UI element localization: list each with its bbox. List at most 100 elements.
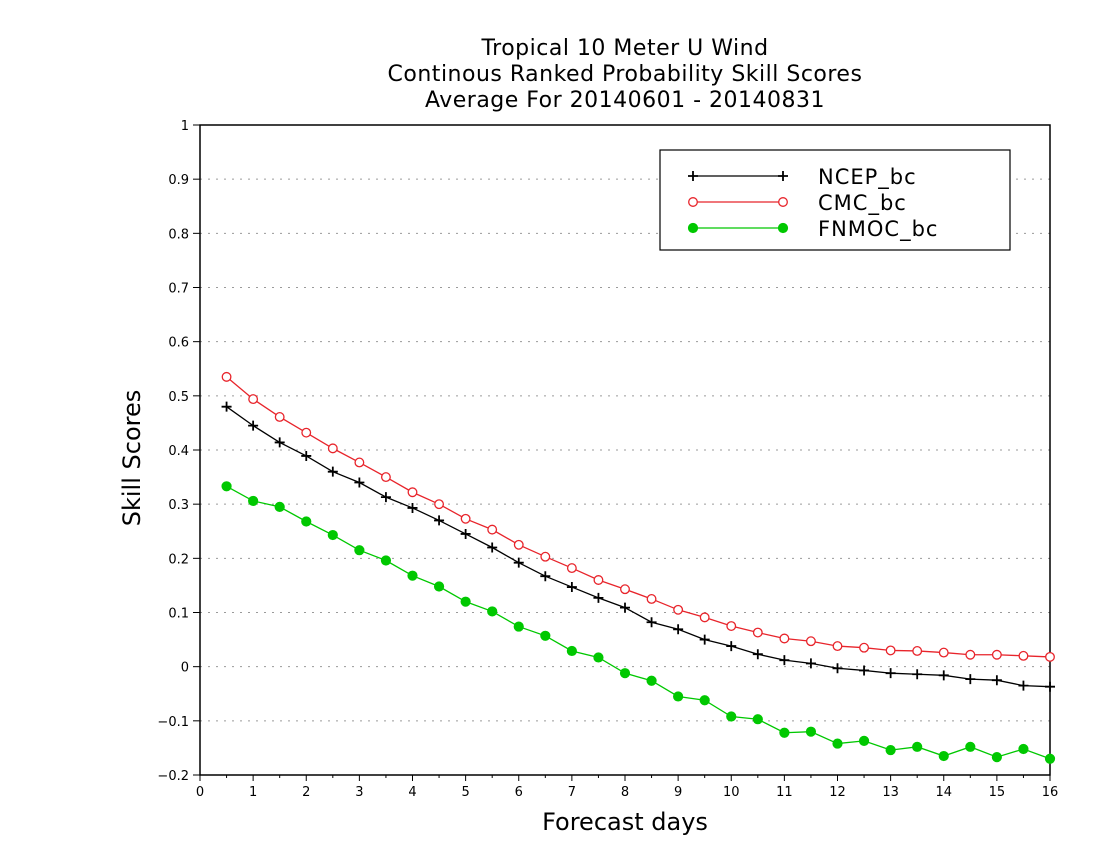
chart-title: Tropical 10 Meter U Wind xyxy=(481,36,769,61)
x-tick-label: 12 xyxy=(829,785,846,800)
cmc-bc-point xyxy=(885,645,896,656)
cmc-bc-point xyxy=(380,472,391,483)
cmc-bc-point xyxy=(434,499,445,510)
fnmoc-bc-point xyxy=(646,675,657,686)
fnmoc-bc-point xyxy=(912,741,923,752)
fnmoc-bc-point xyxy=(274,501,285,512)
ncep-bc-point xyxy=(248,420,259,431)
ncep-bc-point xyxy=(620,602,630,613)
fnmoc-bc-point xyxy=(673,691,684,702)
ncep-bc-point xyxy=(301,450,312,461)
legend-fnmoc-bc-point xyxy=(687,222,699,234)
y-tick-label: 0.3 xyxy=(168,498,189,513)
y-tick-label: 0.5 xyxy=(168,390,189,405)
x-tick-label: 1 xyxy=(249,785,257,800)
legend-ncep-bc-point xyxy=(688,171,698,181)
ncep-bc-point xyxy=(991,675,1002,686)
fnmoc-bc-point xyxy=(433,581,445,592)
ncep-bc-point xyxy=(1045,681,1055,692)
cmc-bc-point xyxy=(859,642,870,653)
cmc-bc-point xyxy=(274,412,285,422)
chart-subtitle-line-2: Average For 20140601 - 20140831 xyxy=(424,88,826,113)
cmc-bc-point xyxy=(1045,651,1055,662)
ncep-bc-series-line xyxy=(226,406,1051,688)
legend-ncep-bc-point xyxy=(778,171,788,181)
ncep-bc-point xyxy=(965,674,976,685)
fnmoc-bc-point xyxy=(699,695,710,706)
legend-label-cmc-bc: CMC_bc xyxy=(818,191,907,216)
x-tick-label: 10 xyxy=(723,785,740,800)
legend-cmc-bc-point xyxy=(688,197,698,207)
y-axis-label: Skill Scores xyxy=(118,389,146,527)
ncep-bc-point xyxy=(407,502,418,513)
cmc-bc-point xyxy=(460,513,471,524)
fnmoc-bc-series-line xyxy=(226,485,1051,760)
ncep-bc-point xyxy=(1018,680,1029,691)
fnmoc-bc-point xyxy=(301,516,312,527)
cmc-bc-point xyxy=(912,646,923,656)
cmc-bc-point xyxy=(805,636,816,647)
cmc-bc-point xyxy=(620,584,630,595)
fnmoc-bc-point xyxy=(1018,743,1029,755)
ncep-bc-point xyxy=(354,477,365,488)
cmc-bc-point xyxy=(1018,650,1029,661)
cmc-bc-point xyxy=(248,394,259,405)
cmc-bc-point xyxy=(487,524,498,535)
cmc-bc-point xyxy=(965,649,976,660)
cmc-bc-point xyxy=(673,604,684,615)
y-tick-label: 0.4 xyxy=(168,444,189,459)
x-tick-label: 9 xyxy=(674,785,682,800)
fnmoc-bc-point xyxy=(832,738,843,749)
cmc-bc-point xyxy=(540,551,551,562)
fnmoc-bc-point xyxy=(752,714,763,725)
fnmoc-bc-point xyxy=(380,555,392,566)
fnmoc-bc-point xyxy=(726,711,737,722)
y-tick-label: 0 xyxy=(181,661,189,676)
cmc-bc-point xyxy=(301,427,312,438)
ncep-bc-point xyxy=(221,401,232,412)
ncep-bc-point xyxy=(566,582,577,593)
x-tick-label: 5 xyxy=(461,785,469,800)
ncep-bc-point xyxy=(380,492,391,503)
plot-frame xyxy=(199,124,1051,776)
cmc-bc-point xyxy=(699,612,710,623)
cmc-bc-point xyxy=(646,594,657,604)
chart-subtitle-line-1: Continous Ranked Probability Skill Score… xyxy=(387,62,863,87)
legend-label-fnmoc-bc: FNMOC_bc xyxy=(818,217,938,242)
fnmoc-bc-point xyxy=(1044,753,1056,764)
cmc-bc-point xyxy=(221,371,232,382)
ncep-bc-point xyxy=(460,528,471,539)
legend-cmc-bc-point xyxy=(778,197,788,207)
ncep-bc-point xyxy=(673,624,684,635)
y-tick-label: −0.1 xyxy=(157,715,189,730)
fnmoc-bc-point xyxy=(965,741,976,752)
x-tick-label: 15 xyxy=(989,785,1006,800)
ncep-bc-point xyxy=(646,617,657,628)
x-tick-label: 14 xyxy=(935,785,952,800)
fnmoc-bc-point xyxy=(805,726,817,737)
ncep-bc-point xyxy=(593,592,604,603)
x-tick-label: 3 xyxy=(355,785,363,800)
cmc-bc-point xyxy=(832,641,843,652)
ncep-bc-point xyxy=(487,542,498,553)
ncep-bc-point xyxy=(327,466,338,477)
cmc-bc-point xyxy=(752,627,763,638)
x-tick-label: 2 xyxy=(302,785,310,800)
legend-fnmoc-bc-point xyxy=(777,222,789,234)
cmc-bc-point xyxy=(354,457,365,468)
cmc-bc-point xyxy=(327,443,338,454)
y-tick-label: 1 xyxy=(181,119,189,134)
x-tick-label: 7 xyxy=(568,785,576,800)
fnmoc-bc-point xyxy=(354,545,365,556)
fnmoc-bc-point xyxy=(248,495,259,507)
fnmoc-bc-point xyxy=(779,727,790,738)
x-axis-label: Forecast days xyxy=(542,808,708,836)
fnmoc-bc-point xyxy=(991,752,1002,763)
y-tick-label: −0.2 xyxy=(157,769,189,784)
y-tick-label: 0.2 xyxy=(168,552,189,567)
legend-box xyxy=(659,149,1011,251)
fnmoc-bc-point xyxy=(221,481,232,492)
y-tick-label: 0.8 xyxy=(168,227,189,242)
